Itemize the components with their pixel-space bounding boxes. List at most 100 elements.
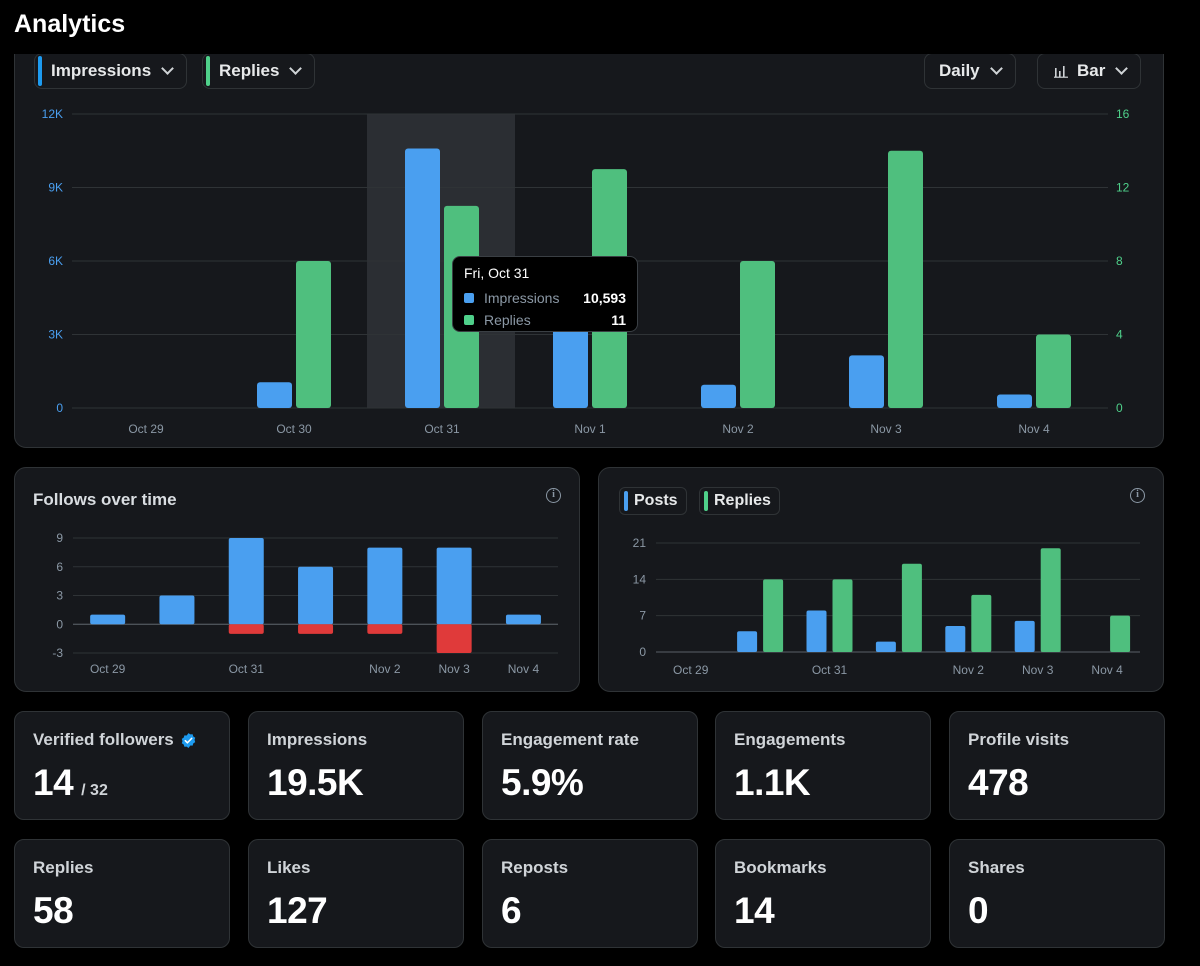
bar-impressions-oct-31 [405,148,440,408]
x-tick-label: Nov 2 [369,662,401,676]
y-tick-label: 9 [56,531,63,545]
x-tick-label: Nov 2 [722,422,754,436]
stat-label: Engagements [734,730,846,749]
replies-color-mark [206,56,210,86]
bar-posts-nov-2 [945,626,966,652]
y-right-tick-label: 16 [1116,107,1130,121]
bar-impressions-nov-1 [553,324,588,408]
main-bar-chart[interactable]: 0 3K 6K 9K 12K 0 4 8 12 16 Oct 29 Oct 30 Oct 31 Nov 1… [15,31,1165,449]
stat-label-text: Verified followers [33,730,174,749]
stat-shares: Shares 0 [949,839,1165,948]
x-tick-label: Nov 4 [1018,422,1050,436]
stat-value: 6 [501,890,522,931]
series-select-impressions[interactable]: Impressions [34,53,188,89]
impressions-color-mark [38,56,42,86]
x-tick-label: Nov 3 [1022,663,1054,677]
posts-replies-bar-chart[interactable]: 21 14 7 0 Oct 29 Oct 31 Nov 2 Nov 3 Nov 4 [599,468,1165,693]
bar-follows-oct-30 [159,595,195,625]
x-tick-label: Oct 31 [424,422,460,436]
y-tick-label: -3 [52,646,63,660]
stat-bookmarks: Bookmarks 14 [715,839,931,948]
stat-label: Reposts [501,858,569,877]
info-icon[interactable]: i [1130,488,1145,503]
x-tick-label: Oct 29 [128,422,164,436]
x-tick-label: Nov 4 [508,662,540,676]
x-tick-label: Oct 31 [812,663,848,677]
stat-value: 14 / 32 [33,762,108,804]
bar-unfollows-nov-2 [367,624,403,634]
bar-impressions-oct-30 [257,382,292,408]
stat-verified-followers: Verified followers 14 / 32 [14,711,230,820]
stat-label: Profile visits [968,730,1070,749]
tooltip-impressions-swatch [464,293,474,303]
stat-profile-visits: Profile visits 478 [949,711,1165,820]
y-right-tick-label: 8 [1116,254,1123,268]
impressions-replies-card: Impressions Replies Daily Bar 0 3K 6K 9K 12K… [14,30,1164,448]
y-tick-label: 3 [56,589,63,603]
y-tick-label: 14 [633,572,647,586]
y-tick-label: 6 [56,560,63,574]
x-tick-label: Oct 31 [229,662,265,676]
top-header: Analytics [0,0,1200,54]
y-left-tick-label: 0 [56,401,63,415]
stat-value: 478 [968,762,1029,803]
bar-chart-icon [1054,66,1068,78]
bar-replies-oct-31 [832,579,853,652]
legend-replies[interactable]: Replies [699,487,780,515]
y-tick-label: 7 [639,609,646,623]
bar-replies-nov-2 [740,261,775,408]
bar-follows-oct-29 [90,614,126,625]
verified-badge-icon [181,732,195,748]
stat-label: Replies [33,858,94,877]
stat-label: Impressions [267,730,368,749]
stat-label: Verified followers [33,730,197,750]
series-select-impressions-label: Impressions [51,61,152,80]
stat-replies: Replies 58 [14,839,230,948]
follows-bar-chart[interactable]: 9 6 3 0 -3 Oct 29 Oct 31 Nov 2 Nov 3 Nov 4 [15,468,581,693]
stat-value: 58 [33,890,74,931]
tooltip-date: Fri, Oct 31 [464,265,530,281]
bar-posts-oct-30 [737,631,758,652]
y-tick-label: 0 [56,617,63,631]
series-select-replies[interactable]: Replies [202,53,316,89]
tooltip-impressions-label: Impressions [484,290,560,306]
bar-replies-nov-4 [1036,334,1071,408]
stat-impressions: Impressions 19.5K [248,711,464,820]
y-left-tick-label: 9K [48,181,63,195]
period-select[interactable]: Daily [924,53,1016,89]
bar-follows-nov-4 [505,614,541,625]
stat-value: 1.1K [734,762,811,803]
x-tick-label: Nov 3 [870,422,902,436]
info-icon[interactable]: i [546,488,561,503]
legend-replies-label: Replies [714,492,771,509]
stat-label: Shares [968,858,1025,877]
bar-replies-oct-30 [296,261,331,408]
stat-likes: Likes 127 [248,839,464,948]
tooltip-row-replies: Replies 11 [464,309,626,331]
y-right-tick-label: 0 [1116,401,1123,415]
bar-replies-oct-30 [763,579,784,652]
stat-value: 0 [968,890,989,931]
follows-card-title: Follows over time [33,490,177,509]
x-tick-label: Nov 1 [574,422,606,436]
bar-replies-nov-4 [1110,615,1131,652]
page-title: Analytics [14,10,126,38]
replies-color-mark [704,491,708,511]
tooltip-replies-label: Replies [484,312,531,328]
period-select-label: Daily [939,61,980,80]
stat-engagements: Engagements 1.1K [715,711,931,820]
bar-replies-nov-2 [971,594,992,652]
y-left-tick-label: 6K [48,254,63,268]
stat-value: 19.5K [267,762,364,803]
stat-value-number: 14 [33,762,74,803]
bar-replies-nov-3 [1040,548,1061,652]
bar-unfollows-nov-3 [436,624,472,653]
bar-follows-nov-3 [436,547,472,625]
bar-posts-oct-31 [806,610,827,652]
x-tick-label: Oct 29 [673,663,709,677]
x-tick-label: Oct 29 [90,662,126,676]
stat-value: 14 [734,890,775,931]
y-left-tick-label: 12K [42,107,63,121]
x-tick-label: Nov 2 [953,663,985,677]
legend-posts[interactable]: Posts [619,487,687,515]
